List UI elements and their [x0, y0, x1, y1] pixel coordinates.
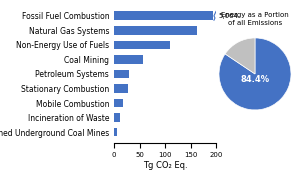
Text: 5,064: 5,064 [218, 13, 238, 19]
Wedge shape [225, 38, 255, 74]
Bar [213, 11, 216, 20]
Title: Energy as a Portion
of all Emissions: Energy as a Portion of all Emissions [221, 12, 289, 26]
Bar [114, 55, 143, 64]
X-axis label: Tg CO₂ Eq.: Tg CO₂ Eq. [143, 161, 187, 170]
Bar [114, 128, 117, 136]
Bar [114, 84, 128, 93]
Bar [114, 11, 216, 20]
Bar [114, 70, 129, 78]
Wedge shape [219, 38, 291, 110]
Text: 84.4%: 84.4% [240, 75, 270, 84]
Bar [114, 41, 170, 49]
Bar [114, 26, 196, 35]
Bar [114, 99, 123, 107]
Bar [114, 113, 120, 122]
